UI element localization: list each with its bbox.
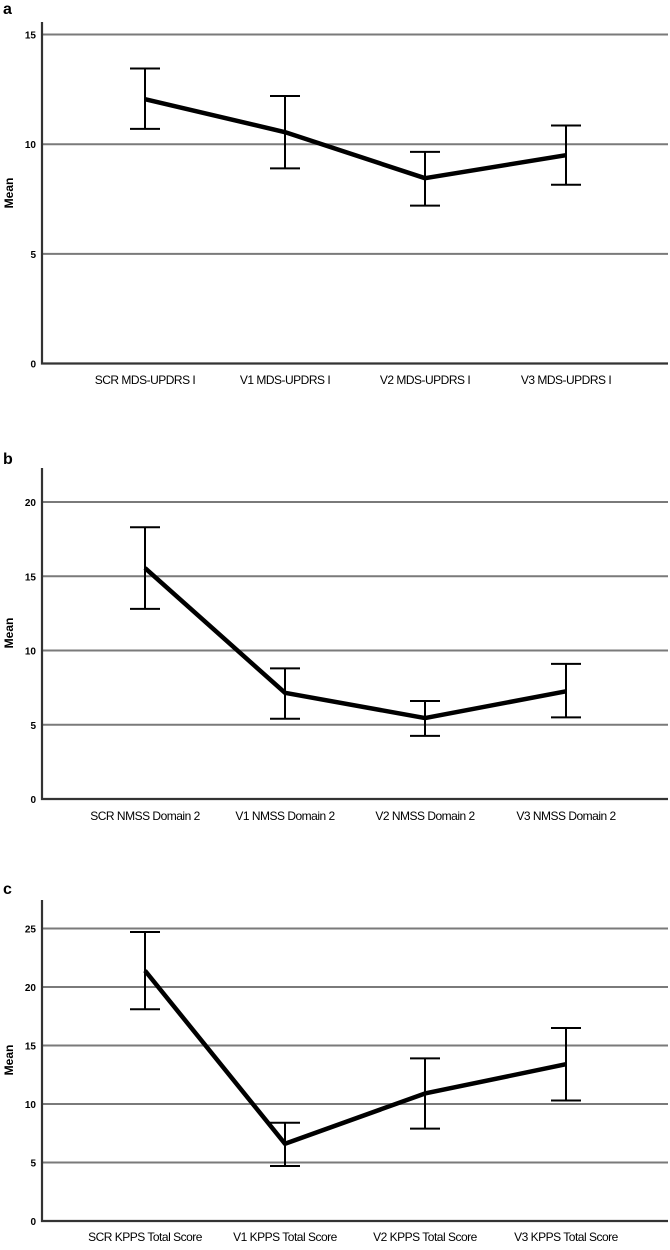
y-axis-title: Mean xyxy=(2,618,16,649)
x-category-label: V1 MDS-UPDRS I xyxy=(240,373,331,387)
panel-letter-b: b xyxy=(3,451,13,468)
axes xyxy=(40,468,668,801)
x-category-label: V1 NMSS Domain 2 xyxy=(235,809,335,823)
y-tick-label: 5 xyxy=(30,1159,36,1170)
mean-line xyxy=(144,97,567,181)
y-tick-label: 5 xyxy=(30,721,36,732)
y-tick-label: 15 xyxy=(25,572,37,583)
x-category-label: V3 MDS-UPDRS I xyxy=(521,373,612,387)
error-bar xyxy=(130,67,160,130)
chart-a: 0 5 10 15 Mean SCR MDS-UPDRS I V1 MDS-UPDRS I V… xyxy=(2,22,668,387)
error-bar xyxy=(551,662,581,719)
y-axis-title: Mean xyxy=(2,178,16,209)
x-category-label: V3 NMSS Domain 2 xyxy=(516,809,616,823)
x-category-label: V2 KPPS Total Score xyxy=(373,1230,478,1244)
axes xyxy=(40,900,668,1223)
y-tick-label: 15 xyxy=(25,31,37,42)
x-category-label: SCR NMSS Domain 2 xyxy=(90,809,200,823)
y-tick-label: 0 xyxy=(30,360,36,371)
error-bar xyxy=(551,1026,581,1102)
y-tick-label: 20 xyxy=(25,983,37,994)
x-category-label: SCR KPPS Total Score xyxy=(88,1230,203,1244)
x-category-label: V1 KPPS Total Score xyxy=(233,1230,338,1244)
y-tick-label: 10 xyxy=(25,140,37,151)
y-tick-label: 5 xyxy=(30,250,36,261)
panel-b: b 0 5 10 15 20 Mean SCR NMSS Domain 2 V1 NMSS D… xyxy=(0,410,670,823)
y-tick-label: 0 xyxy=(30,795,36,806)
y-tick-label: 0 xyxy=(30,1217,36,1228)
x-category-label: V3 KPPS Total Score xyxy=(514,1230,619,1244)
y-tick-label: 10 xyxy=(25,1100,37,1111)
mean-line xyxy=(143,969,567,1147)
y-tick-label: 25 xyxy=(25,925,37,936)
chart-b: 0 5 10 15 20 Mean SCR NMSS Domain 2 V1 NMSS Dom… xyxy=(2,468,668,823)
chart-c: 0 5 10 15 20 25 Mean SCR KPPS Total Score V1 KPP… xyxy=(2,900,668,1244)
panel-c: c 0 5 10 15 20 25 Mean SCR KPPS Total Score V1 K… xyxy=(0,820,670,1250)
mean-line xyxy=(143,566,567,721)
panel-letter-a: a xyxy=(3,1,12,18)
y-tick-label: 20 xyxy=(25,498,37,509)
y-tick-label: 15 xyxy=(25,1042,37,1053)
axes xyxy=(40,22,668,365)
y-axis-title: Mean xyxy=(2,1045,16,1076)
panel-a: a 0 5 10 15 Mean SCR MDS-UPDRS I V1 MDS-UPDRS … xyxy=(0,0,670,400)
x-category-label: V2 MDS-UPDRS I xyxy=(380,373,471,387)
x-category-label: V2 NMSS Domain 2 xyxy=(375,809,475,823)
panel-letter-c: c xyxy=(3,881,12,898)
y-tick-label: 10 xyxy=(25,647,37,658)
x-category-label: SCR MDS-UPDRS I xyxy=(95,373,196,387)
